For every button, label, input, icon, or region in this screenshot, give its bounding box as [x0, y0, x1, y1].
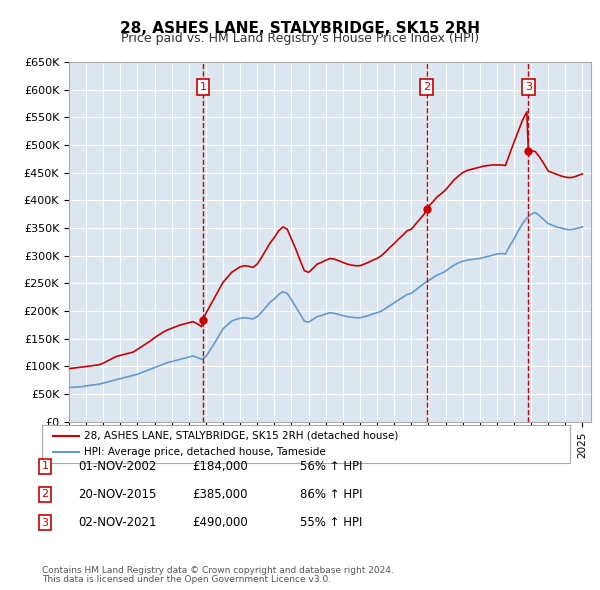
Text: 20-NOV-2015: 20-NOV-2015 — [78, 488, 157, 501]
Text: HPI: Average price, detached house, Tameside: HPI: Average price, detached house, Tame… — [84, 447, 326, 457]
Text: This data is licensed under the Open Government Licence v3.0.: This data is licensed under the Open Gov… — [42, 575, 331, 584]
Text: £490,000: £490,000 — [192, 516, 248, 529]
Text: 1: 1 — [200, 82, 206, 92]
Text: 3: 3 — [525, 82, 532, 92]
Text: 55% ↑ HPI: 55% ↑ HPI — [300, 516, 362, 529]
Text: 3: 3 — [41, 518, 49, 527]
Text: 56% ↑ HPI: 56% ↑ HPI — [300, 460, 362, 473]
Text: £184,000: £184,000 — [192, 460, 248, 473]
Text: 2: 2 — [423, 82, 430, 92]
Text: 1: 1 — [41, 461, 49, 471]
Text: 86% ↑ HPI: 86% ↑ HPI — [300, 488, 362, 501]
Text: Price paid vs. HM Land Registry's House Price Index (HPI): Price paid vs. HM Land Registry's House … — [121, 32, 479, 45]
Text: 01-NOV-2002: 01-NOV-2002 — [78, 460, 157, 473]
Text: 2: 2 — [41, 490, 49, 499]
Text: 28, ASHES LANE, STALYBRIDGE, SK15 2RH (detached house): 28, ASHES LANE, STALYBRIDGE, SK15 2RH (d… — [84, 431, 398, 441]
Text: £385,000: £385,000 — [192, 488, 248, 501]
Text: 28, ASHES LANE, STALYBRIDGE, SK15 2RH: 28, ASHES LANE, STALYBRIDGE, SK15 2RH — [120, 21, 480, 35]
Text: 02-NOV-2021: 02-NOV-2021 — [78, 516, 157, 529]
Text: Contains HM Land Registry data © Crown copyright and database right 2024.: Contains HM Land Registry data © Crown c… — [42, 566, 394, 575]
